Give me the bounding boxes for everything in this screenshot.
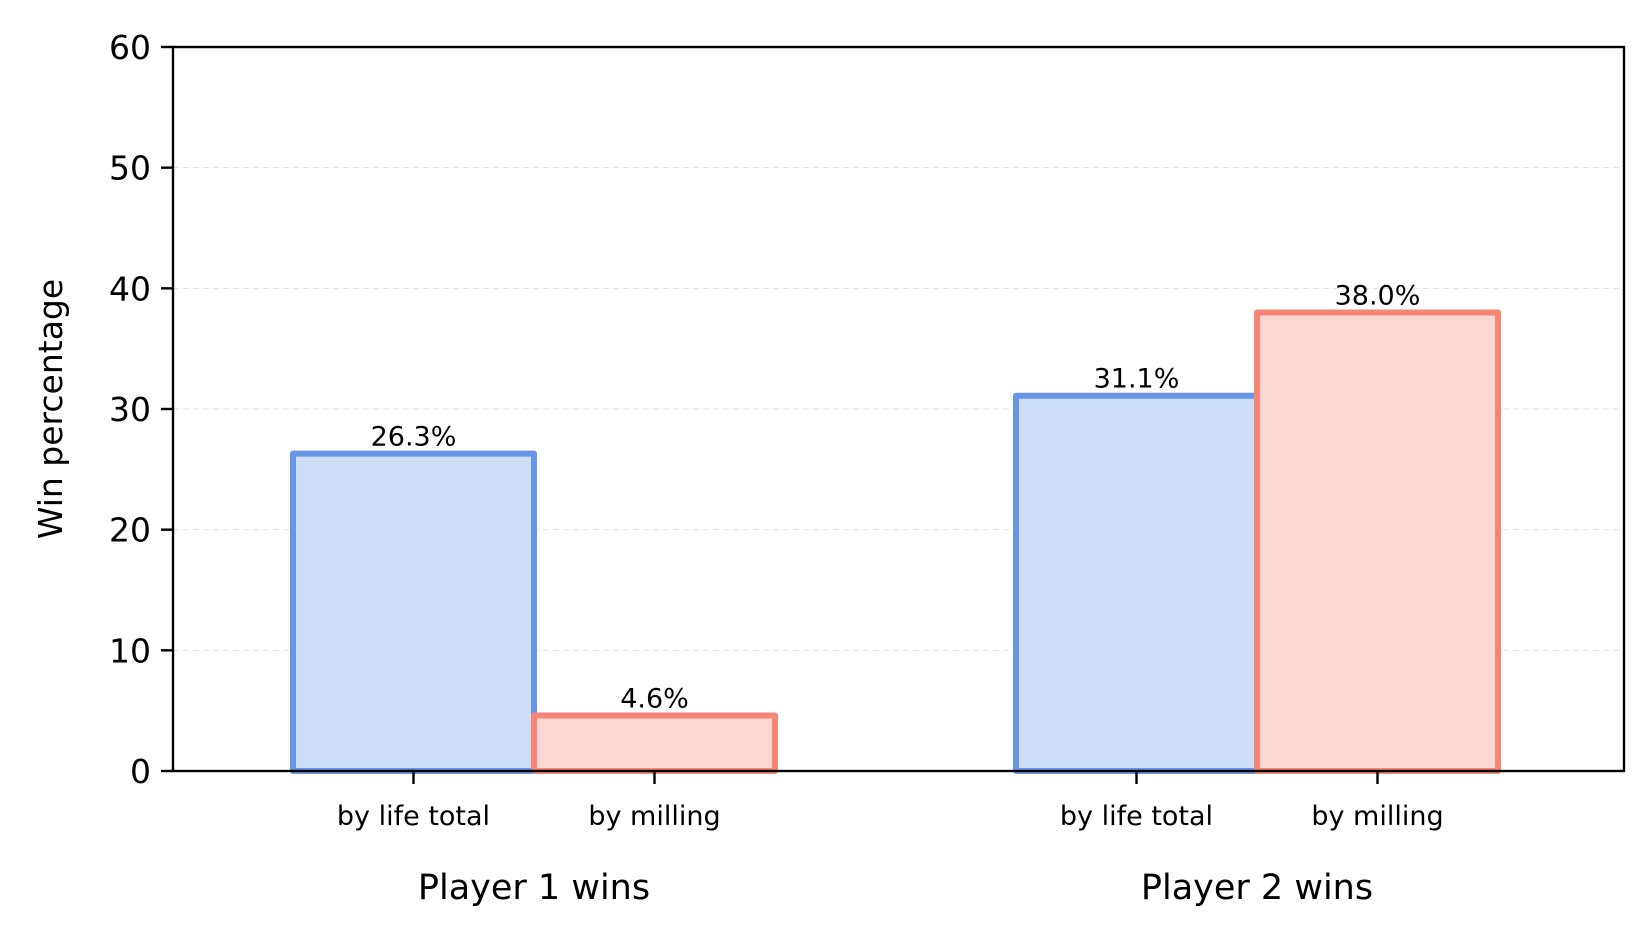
- bar-life: [1013, 392, 1260, 774]
- x-tick-label: by life total: [337, 801, 490, 832]
- y-tick-label: 0: [130, 752, 151, 791]
- data-label: 4.6%: [620, 683, 689, 714]
- y-tick-label: 30: [109, 390, 151, 429]
- bar-mill: [1254, 309, 1501, 774]
- y-axis: 0 10 20 30 40 50 60: [109, 28, 173, 791]
- bar-mill: [531, 712, 778, 775]
- y-tick-label: 60: [109, 28, 151, 67]
- x-axis: by life total by milling Player 1 wins by l…: [337, 771, 1444, 908]
- y-tick-label: 50: [109, 149, 151, 188]
- y-tick-label: 10: [109, 631, 151, 670]
- x-tick-label: by milling: [1311, 801, 1443, 832]
- y-axis-title: Win percentage: [31, 279, 70, 539]
- y-tick-label: 20: [109, 511, 151, 550]
- group-label: Player 1 wins: [418, 868, 650, 908]
- bars: [290, 309, 1501, 775]
- data-label: 38.0%: [1335, 280, 1421, 311]
- plot-frame: [171, 45, 1626, 773]
- data-label: 26.3%: [371, 422, 457, 453]
- y-tick-label: 40: [109, 269, 151, 308]
- data-labels: 26.3% 4.6% 31.1% 38.0%: [371, 280, 1421, 714]
- x-tick-label: by milling: [588, 801, 720, 832]
- group-label: Player 2 wins: [1141, 868, 1373, 908]
- data-label: 31.1%: [1094, 364, 1180, 395]
- x-tick-label: by life total: [1060, 801, 1213, 832]
- bar-life: [290, 450, 537, 774]
